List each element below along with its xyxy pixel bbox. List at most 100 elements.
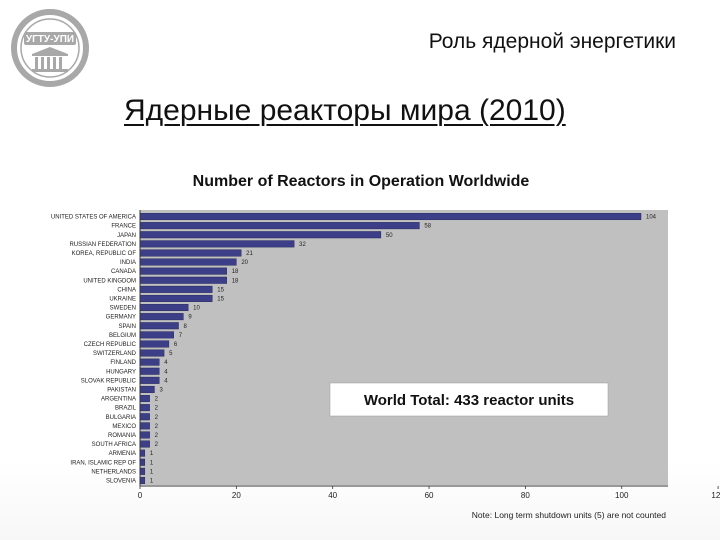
category-label-2: JAPAN [117, 233, 136, 239]
value-label-4: 21 [246, 251, 253, 257]
value-label-28: 1 [150, 469, 154, 475]
value-label-15: 5 [169, 351, 173, 357]
category-label-4: KOREA, REPUBLIC OF [72, 251, 137, 257]
category-label-5: INDIA [120, 260, 136, 266]
category-label-17: HUNGARY [106, 369, 136, 375]
bar-1 [139, 222, 420, 230]
value-label-11: 9 [188, 315, 192, 321]
category-label-29: SLOVENIA [106, 478, 136, 484]
category-label-12: SPAIN [118, 324, 136, 330]
category-label-15: SWITZERLAND [93, 351, 137, 357]
bar-6 [139, 267, 227, 275]
x-ticks-group: 0 20 40 60 80 100 120 [138, 486, 720, 500]
category-label-8: CHINA [117, 287, 136, 293]
bar-4 [139, 249, 242, 257]
value-label-18: 4 [164, 378, 168, 384]
category-label-22: BULGARIA [106, 415, 136, 421]
value-label-21: 2 [155, 406, 159, 412]
category-label-28: NETHERLANDS [91, 469, 136, 475]
value-label-26: 1 [150, 451, 154, 457]
category-label-7: UNITED KINGDOM [83, 278, 136, 284]
bar-25 [139, 440, 150, 448]
value-label-9: 15 [217, 296, 224, 302]
value-label-17: 4 [164, 369, 168, 375]
value-label-27: 1 [150, 460, 154, 466]
bar-7 [139, 276, 227, 284]
category-label-25: SOUTH AFRICA [92, 442, 136, 448]
value-label-3: 32 [299, 242, 306, 248]
value-label-24: 2 [155, 433, 159, 439]
bar-14 [139, 340, 170, 348]
bar-13 [139, 331, 174, 339]
category-label-21: BRAZIL [115, 406, 137, 412]
category-label-24: ROMANIA [108, 433, 136, 439]
value-label-0: 104 [646, 215, 657, 221]
bar-16 [139, 358, 160, 366]
x-tick-label-5: 100 [615, 491, 629, 500]
value-label-6: 18 [232, 269, 239, 275]
bar-8 [139, 285, 213, 293]
category-label-3: RUSSIAN FEDERATION [69, 242, 136, 248]
bar-9 [139, 294, 213, 302]
category-label-1: FRANCE [111, 224, 136, 230]
x-tick-label-6: 120 [711, 491, 720, 500]
value-label-13: 7 [179, 333, 183, 339]
bar-22 [139, 413, 150, 421]
category-label-11: GERMANY [106, 315, 136, 321]
category-label-10: SWEDEN [110, 306, 136, 312]
value-label-22: 2 [155, 415, 159, 421]
bar-21 [139, 404, 150, 412]
x-tick-label-0: 0 [138, 491, 143, 500]
value-label-20: 2 [155, 397, 159, 403]
category-label-20: ARGENTINA [101, 397, 136, 403]
category-label-0: UNITED STATES OF AMERICA [51, 215, 136, 221]
bar-28 [139, 467, 146, 475]
bar-2 [139, 231, 382, 239]
value-label-7: 18 [232, 278, 239, 284]
bar-15 [139, 349, 165, 357]
x-tick-label-1: 20 [232, 491, 241, 500]
x-tick-label-3: 60 [425, 491, 434, 500]
x-tick-label-2: 40 [328, 491, 337, 500]
category-label-6: CANADA [111, 269, 136, 275]
bar-18 [139, 376, 160, 384]
bar-0 [139, 213, 642, 221]
bar-10 [139, 304, 189, 312]
category-label-18: SLOVAK REPUBLIC [81, 378, 137, 384]
bar-11 [139, 313, 184, 321]
value-label-19: 3 [159, 387, 163, 393]
bar-3 [139, 240, 295, 248]
category-label-19: PAKISTAN [107, 387, 136, 393]
value-label-29: 1 [150, 478, 154, 484]
value-label-8: 15 [217, 287, 224, 293]
category-label-14: CZECH REPUBLIC [84, 342, 137, 348]
value-label-10: 10 [193, 306, 200, 312]
category-label-26: ARMENIA [109, 451, 136, 457]
value-label-16: 4 [164, 360, 168, 366]
header-subtitle: Роль ядерной энергетики [428, 30, 676, 53]
value-label-1: 58 [424, 224, 431, 230]
category-label-23: MEXICO [112, 424, 136, 430]
category-label-13: BELGIUM [109, 333, 136, 339]
value-label-2: 50 [386, 233, 393, 239]
value-label-5: 20 [241, 260, 248, 266]
value-label-12: 8 [184, 324, 188, 330]
university-logo: УГТУ-УПИ [10, 8, 90, 88]
bar-20 [139, 395, 150, 403]
slide-title: Ядерные реакторы мира (2010) [124, 94, 566, 127]
category-label-16: FINLAND [110, 360, 136, 366]
bar-26 [139, 449, 146, 457]
category-label-9: UKRAINE [109, 296, 136, 302]
value-label-25: 2 [155, 442, 159, 448]
value-label-14: 6 [174, 342, 178, 348]
logo-text: УГТУ-УПИ [26, 34, 74, 45]
category-label-27: IRAN, ISLAMIC REP OF [70, 460, 136, 466]
bar-29 [139, 476, 146, 484]
bar-5 [139, 258, 237, 266]
bar-27 [139, 458, 146, 466]
bar-24 [139, 431, 150, 439]
world-total-annotation: World Total: 433 reactor units [364, 392, 574, 409]
